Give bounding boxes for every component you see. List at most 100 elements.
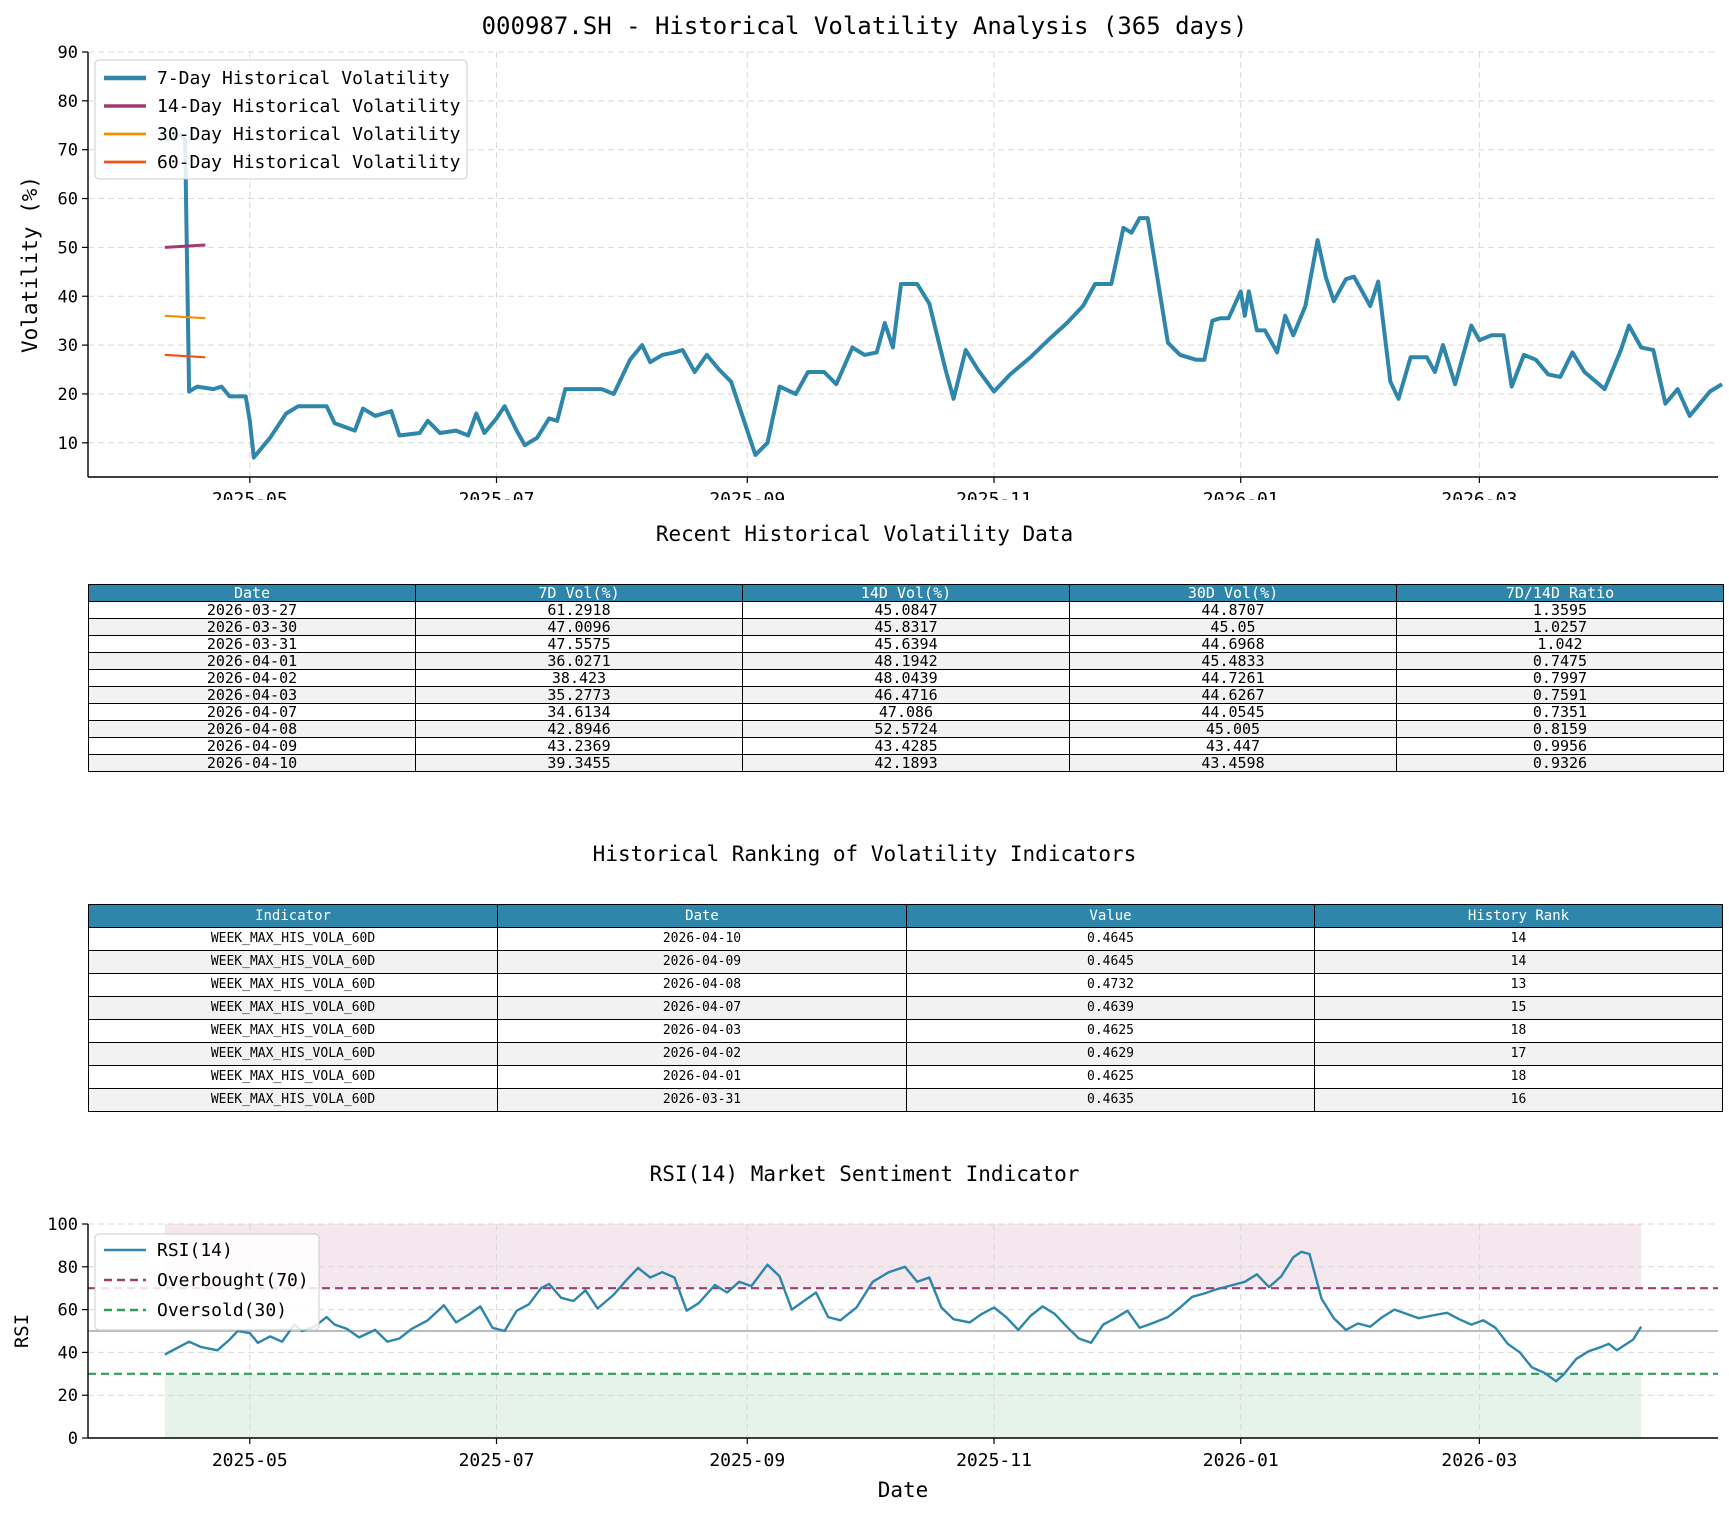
- table-cell: 13: [1314, 973, 1723, 997]
- x-tick-label: 2026-01: [1203, 1450, 1279, 1471]
- x-tick-label: 2026-01: [1203, 489, 1279, 500]
- table-cell: 38.423: [415, 669, 743, 687]
- legend-label: 7-Day Historical Volatility: [157, 68, 450, 89]
- y-tick-label: 100: [47, 1215, 78, 1235]
- table-cell: 0.4732: [906, 973, 1315, 997]
- rsi-line: [164, 1250, 1643, 1383]
- y-axis-label: RSI: [11, 1314, 33, 1348]
- legend: RSI(14) Overbought(70) Oversold(30): [94, 1233, 320, 1331]
- table-cell: 1.3595: [1396, 601, 1724, 619]
- legend-box: [94, 1233, 320, 1331]
- table-cell: 2026-04-08: [497, 973, 907, 997]
- table-cell: 44.7261: [1069, 669, 1397, 687]
- table-header-row: Date 7D Vol(%) 14D Vol(%) 30D Vol(%) 7D/14D …: [88, 584, 1724, 602]
- table-cell: 48.1942: [742, 652, 1070, 670]
- table-cell: 2026-03-31: [88, 635, 416, 653]
- table-cell: 36.0271: [415, 652, 743, 670]
- series-line-1: [164, 133, 1724, 460]
- table-cell: 2026-04-08: [88, 720, 416, 738]
- table-cell: 2026-04-01: [497, 1065, 907, 1089]
- table-cell: 16: [1314, 1088, 1723, 1112]
- table-cell: 0.9326: [1396, 754, 1724, 772]
- legend-label: 30-Day Historical Volatility: [157, 124, 461, 145]
- table-cell: 0.7997: [1396, 669, 1724, 687]
- y-tick-label: 60: [58, 1301, 78, 1321]
- table-cell: 52.5724: [742, 720, 1070, 738]
- table-cell: 2026-03-30: [88, 618, 416, 636]
- column-header: Indicator: [88, 904, 498, 928]
- table-cell: 48.0439: [742, 669, 1070, 687]
- table-cell: 42.1893: [742, 754, 1070, 772]
- legend-label: Overbought(70): [157, 1270, 309, 1291]
- table-cell: 44.6968: [1069, 635, 1397, 653]
- column-header: Date: [88, 584, 416, 602]
- legend-label: 60-Day Historical Volatility: [157, 152, 461, 173]
- table-cell: 14: [1314, 950, 1723, 974]
- y-tick-label: 30: [58, 336, 78, 356]
- table-cell: 0.4629: [906, 1042, 1315, 1066]
- x-tick-label: 2025-05: [212, 1450, 288, 1471]
- table-cell: 2026-03-27: [88, 601, 416, 619]
- column-header: 30D Vol(%): [1069, 584, 1397, 602]
- y-axis-label: Volatility (%): [18, 176, 42, 353]
- table-cell: 17: [1314, 1042, 1723, 1066]
- legend-label: Oversold(30): [157, 1300, 287, 1321]
- table-cell: 2026-04-02: [497, 1042, 907, 1066]
- y-tick-label: 90: [58, 43, 78, 63]
- table-cell: 44.8707: [1069, 601, 1397, 619]
- rsi-chart: 2025-05 2025-07 2025-09 2025-11 2026-01 2026-…: [11, 1215, 1718, 1502]
- overbought-zone: [164, 1224, 1642, 1289]
- y-tick-label: 20: [58, 1386, 78, 1406]
- table-row: 2026-04-08 42.8946 52.5724 45.005 0.8159: [88, 720, 1724, 738]
- table-row: 2026-03-30 47.0096 45.8317 45.05 1.0257: [88, 618, 1724, 636]
- table-cell: 47.0096: [415, 618, 743, 636]
- table-cell: WEEK_MAX_HIS_VOLA_60D: [88, 996, 498, 1020]
- table-cell: 45.6394: [742, 635, 1070, 653]
- table-cell: WEEK_MAX_HIS_VOLA_60D: [88, 1019, 498, 1043]
- table-cell: WEEK_MAX_HIS_VOLA_60D: [88, 1088, 498, 1112]
- y-tick-label: 40: [58, 1343, 78, 1363]
- table-row: 2026-04-09 43.2369 43.4285 43.447 0.9956: [88, 737, 1724, 755]
- table-cell: 47.5575: [415, 635, 743, 653]
- table-cell: 18: [1314, 1065, 1723, 1089]
- table-cell: 0.8159: [1396, 720, 1724, 738]
- table-cell: 0.4625: [906, 1065, 1315, 1089]
- table-cell: 34.6134: [415, 703, 743, 721]
- table-cell: 61.2918: [415, 601, 743, 619]
- x-tick-label: 2026-03: [1441, 489, 1517, 500]
- table-cell: 44.6267: [1069, 686, 1397, 704]
- table-cell: 39.3455: [415, 754, 743, 772]
- column-header: Date: [497, 904, 907, 928]
- table-cell: 0.9956: [1396, 737, 1724, 755]
- table-cell: 2026-04-07: [497, 996, 907, 1020]
- table-cell: WEEK_MAX_HIS_VOLA_60D: [88, 1042, 498, 1066]
- oversold-zone: [164, 1373, 1642, 1438]
- table-cell: 1.042: [1396, 635, 1724, 653]
- y-tick-label: 80: [58, 1258, 78, 1278]
- table-row: 2026-03-31 47.5575 45.6394 44.6968 1.042: [88, 635, 1724, 653]
- table-cell: 15: [1314, 996, 1723, 1020]
- y-tick-label: 40: [58, 287, 78, 307]
- volatility-chart: 2025-05 2025-07 2025-09 2025-11 2026-01 2026-…: [18, 43, 1724, 500]
- table-cell: 2026-04-10: [497, 927, 907, 951]
- table-row: 2026-04-07 34.6134 47.086 44.0545 0.7351: [88, 703, 1724, 721]
- table-cell: 2026-04-02: [88, 669, 416, 687]
- table-cell: 0.4635: [906, 1088, 1315, 1112]
- legend-label: 14-Day Historical Volatility: [157, 96, 461, 117]
- x-tick-label: 2025-07: [459, 489, 535, 500]
- table-cell: 47.086: [742, 703, 1070, 721]
- table-cell: 43.2369: [415, 737, 743, 755]
- table-cell: 0.4645: [906, 927, 1315, 951]
- rsi-chart-title: RSI(14) Market Sentiment Indicator: [649, 1162, 1080, 1186]
- table-row: 2026-04-01 36.0271 48.1942 45.4833 0.7475: [88, 652, 1724, 670]
- table-cell: 2026-03-31: [497, 1088, 907, 1112]
- series-line-4: [164, 353, 206, 359]
- x-tick-label: 2025-05: [212, 489, 288, 500]
- ranking-table: Indicator Date Value History Rank WEEK_MAX_…: [88, 904, 1723, 1112]
- table-row: WEEK_MAX_HIS_VOLA_60D 2026-04-01 0.4625 18: [88, 1065, 1723, 1089]
- column-header: Value: [906, 904, 1315, 928]
- y-tick-label: 50: [58, 238, 78, 258]
- legend: 7-Day Historical Volatility 14-Day Histor…: [94, 59, 468, 180]
- table-row: WEEK_MAX_HIS_VOLA_60D 2026-04-09 0.4645 14: [88, 950, 1723, 974]
- table1-title: Recent Historical Volatility Data: [655, 522, 1074, 546]
